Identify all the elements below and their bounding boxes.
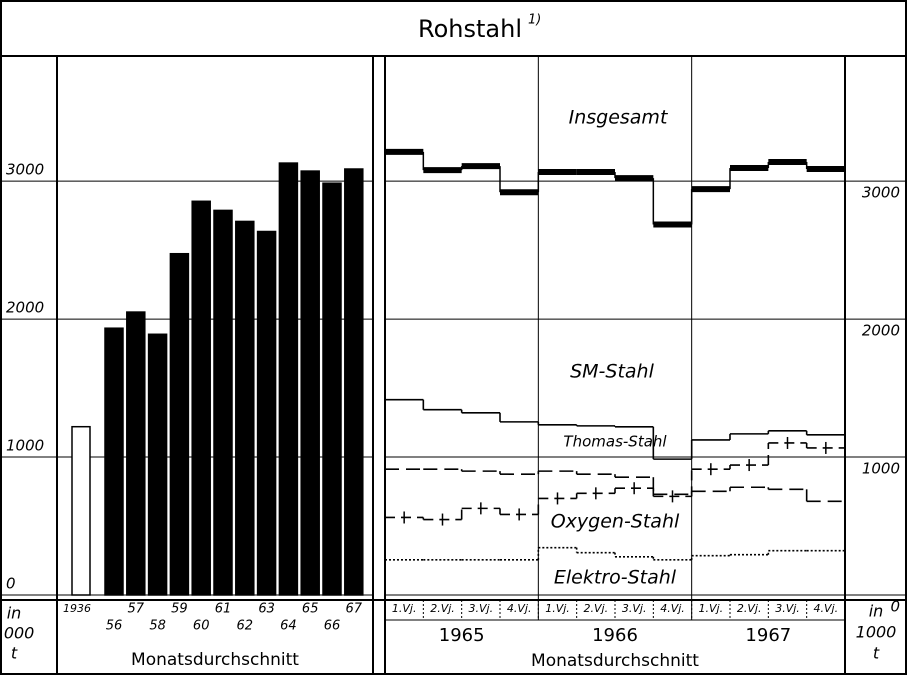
- x-tick-label: 67: [346, 602, 363, 617]
- bar: [344, 168, 364, 596]
- unit-label: t: [11, 644, 18, 663]
- x-axis-title: Monatsdurchschnitt: [531, 651, 699, 671]
- y-tick-label: 2000: [862, 322, 900, 340]
- x-tick-label: 63: [258, 602, 275, 617]
- bar: [169, 252, 190, 596]
- x-tick-label: 3.Vj.: [775, 602, 800, 615]
- chart-title: Rohstahl: [418, 15, 522, 43]
- x-axis-title: Monatsdurchschnitt: [131, 650, 299, 670]
- y-tick-label: 0: [6, 575, 16, 593]
- y-tick-label: 1000: [862, 460, 900, 478]
- x-tick-label: 58: [149, 619, 166, 634]
- x-tick-label: 57: [128, 602, 145, 617]
- x-tick-label: 1.Vj.: [699, 602, 724, 615]
- unit-label: in: [869, 602, 884, 621]
- y-tick-label: 0: [890, 598, 900, 616]
- unit-label: t: [873, 644, 880, 663]
- group-label: 1967: [745, 625, 791, 646]
- bar: [235, 220, 255, 596]
- y-tick-label: 3000: [6, 161, 44, 179]
- bar: [322, 182, 342, 596]
- bar: [104, 327, 124, 596]
- x-tick-label: 64: [280, 619, 297, 634]
- y-tick-label: 2000: [6, 299, 44, 317]
- x-tick-label: 2.Vj.: [737, 602, 762, 615]
- unit-label: in: [7, 604, 22, 623]
- x-tick-label: 2.Vj.: [584, 602, 609, 615]
- title-note: 1): [528, 13, 541, 28]
- x-tick-label: 4.Vj.: [660, 602, 685, 615]
- bar: [213, 209, 233, 596]
- x-tick-label: 3.Vj.: [469, 602, 494, 615]
- unit-label: 1000: [0, 624, 34, 643]
- x-tick-label: 1.Vj.: [392, 602, 417, 615]
- series-label: Elektro-Stahl: [554, 567, 677, 589]
- group-label: 1966: [592, 625, 638, 646]
- bar: [256, 230, 277, 596]
- series-label: Oxygen-Stahl: [551, 511, 680, 533]
- x-tick-label: 3.Vj.: [622, 602, 647, 615]
- y-tick-label: 1000: [6, 437, 44, 455]
- bar: [191, 200, 211, 596]
- x-tick-label: 65: [302, 602, 319, 617]
- x-tick-label: 1936: [63, 602, 91, 615]
- x-tick-label: 2.Vj.: [430, 602, 455, 615]
- bar: [278, 162, 299, 596]
- x-tick-label: 60: [193, 619, 210, 634]
- y-tick-label: 3000: [862, 184, 900, 202]
- x-tick-label: 59: [171, 602, 188, 617]
- series-label: Thomas-Stahl: [563, 433, 667, 451]
- unit-label: 1000: [856, 623, 897, 642]
- x-tick-label: 4.Vj.: [814, 602, 839, 615]
- bar: [300, 170, 320, 596]
- group-label: 1965: [439, 625, 485, 646]
- x-tick-label: 66: [324, 619, 341, 634]
- bar: [126, 311, 146, 596]
- bar: [147, 333, 168, 596]
- x-tick-label: 56: [106, 619, 123, 634]
- x-tick-label: 62: [237, 619, 254, 634]
- series-label: Insgesamt: [569, 107, 669, 129]
- x-tick-label: 4.Vj.: [507, 602, 532, 615]
- x-tick-label: 61: [215, 602, 232, 617]
- bar: [71, 425, 91, 596]
- x-tick-label: 1.Vj.: [545, 602, 570, 615]
- series-label: SM-Stahl: [570, 361, 655, 383]
